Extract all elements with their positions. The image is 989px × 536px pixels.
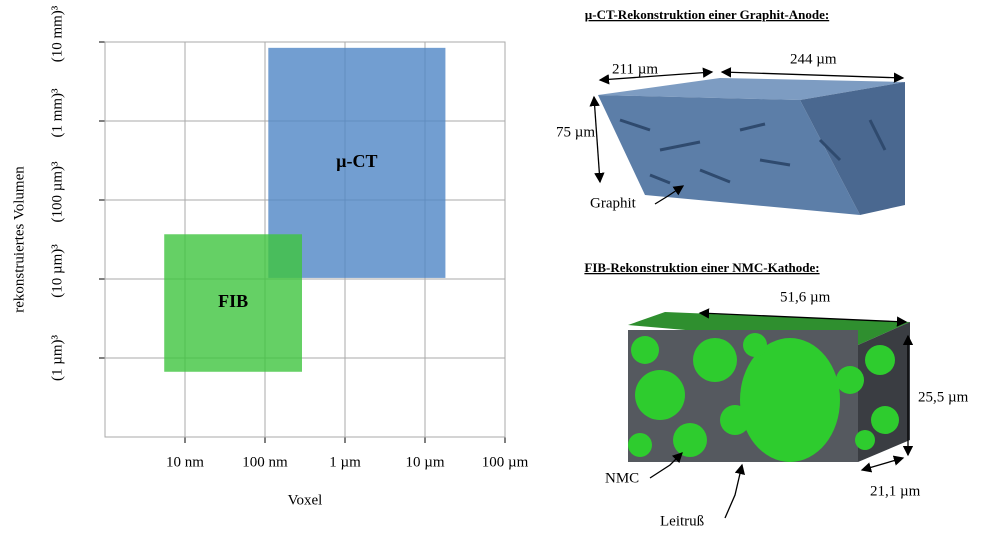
y-tick-label: (10 mm)³ (49, 5, 65, 62)
chart: 10 nm 100 nm 1 µm 10 µm 100 µm (1 µm)³ (10 µm)… (11, 5, 528, 508)
x-tick-label: 10 nm (166, 454, 204, 470)
y-tick-label: (10 µm)³ (49, 244, 65, 298)
region-label: FIB (218, 291, 248, 311)
dimension-label: 21,1 µm (870, 483, 921, 499)
graphite-image (598, 78, 905, 215)
y-axis-title: rekonstruiertes Volumen (11, 166, 27, 313)
nmc-image (628, 312, 910, 462)
material-label: Graphit (590, 195, 637, 211)
y-tick-label: (100 µm)³ (49, 161, 65, 223)
x-tick-label: 100 µm (482, 454, 529, 470)
figure: 10 nm 100 nm 1 µm 10 µm 100 µm (1 µm)³ (10 µm)… (0, 0, 989, 536)
y-tick-label: (1 µm)³ (49, 334, 65, 381)
material-label: NMC (605, 470, 639, 486)
x-tick-label: 1 µm (329, 454, 361, 470)
panel-title: FIB-Rekonstruktion einer NMC-Kathode: (584, 260, 819, 275)
x-tick-label: 100 nm (242, 454, 288, 470)
y-tick-label: (1 mm)³ (49, 88, 65, 138)
x-axis-title: Voxel (288, 492, 323, 508)
x-tick-label: 10 µm (405, 454, 444, 470)
dimension-label: 51,6 µm (780, 289, 831, 305)
dimension-label: 25,5 µm (918, 389, 969, 405)
dimension-label: 211 µm (612, 61, 658, 77)
panel-title: µ-CT-Rekonstruktion einer Graphit-Anode: (585, 7, 829, 22)
material-label: Leitruß (660, 513, 704, 529)
dimension-label: 75 µm (556, 124, 595, 140)
region-label: µ-CT (336, 151, 377, 171)
dimension-label: 244 µm (790, 51, 837, 67)
